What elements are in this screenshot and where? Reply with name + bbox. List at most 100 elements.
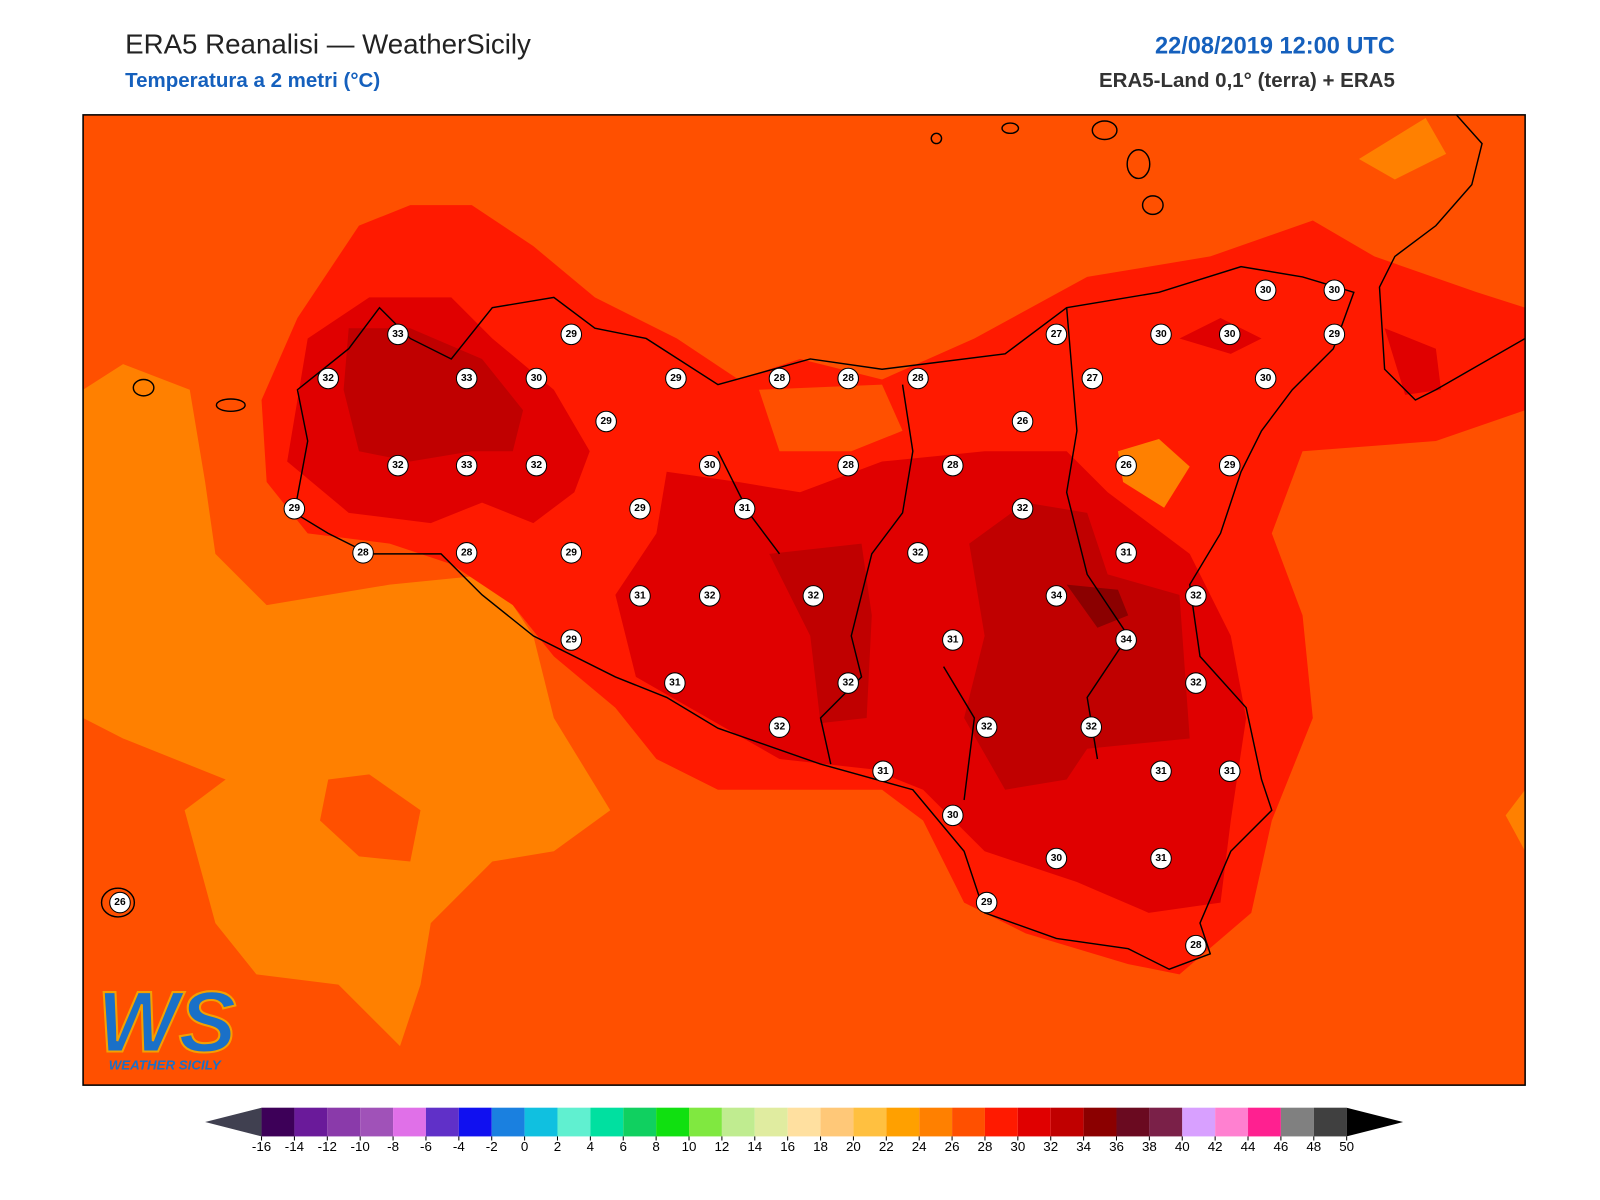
station-value: 34 — [1120, 635, 1132, 646]
colorbar-bin — [1215, 1107, 1249, 1137]
field-26 — [320, 774, 421, 862]
station-value: 29 — [1329, 329, 1341, 340]
logo: WS WEATHER SICILY — [96, 973, 237, 1073]
colorbar-tick-label: 24 — [912, 1139, 927, 1154]
station-value: 27 — [1051, 329, 1063, 340]
station-value: 32 — [912, 547, 924, 558]
station-value: 29 — [566, 329, 578, 340]
station-value: 30 — [1260, 285, 1272, 296]
logo-name: WEATHER SICILY — [109, 1058, 222, 1073]
station-value: 30 — [1155, 329, 1167, 340]
map-area — [83, 114, 1526, 1086]
colorbar-bin — [1248, 1107, 1281, 1137]
station-value: 28 — [912, 373, 924, 384]
station-value: 33 — [392, 329, 404, 340]
station-marker — [942, 629, 964, 651]
station-value: 29 — [670, 373, 682, 384]
colorbar-tick-label: 6 — [620, 1139, 627, 1154]
colorbar-extend-high — [1346, 1107, 1404, 1137]
station-marker — [837, 367, 859, 390]
colorbar-tick-label: 2 — [554, 1139, 561, 1154]
station-marker — [109, 891, 131, 914]
colorbar-bin — [952, 1107, 985, 1137]
colorbar-tick-label: -12 — [318, 1139, 337, 1154]
station-value: 34 — [1051, 590, 1063, 601]
colorbar-bin — [425, 1107, 459, 1137]
colorbar-tick-label: 34 — [1076, 1139, 1091, 1154]
colorbar-bin — [1182, 1107, 1216, 1137]
station-marker — [1115, 542, 1137, 564]
station-marker — [455, 542, 478, 564]
colorbar-bin — [787, 1107, 821, 1137]
colorbar-tick-label: 16 — [780, 1139, 795, 1154]
station-value: 28 — [843, 373, 855, 384]
station-marker — [1323, 323, 1346, 346]
colorbar-tick-label: 44 — [1241, 1139, 1256, 1154]
colorbar-bin — [524, 1107, 558, 1137]
colorbar-tick-label: 22 — [879, 1139, 894, 1154]
station-marker — [907, 367, 929, 390]
colorbar-tick-label: -6 — [420, 1139, 432, 1154]
station-value: 28 — [357, 547, 369, 558]
station-value: 32 — [774, 722, 786, 733]
station-value: 32 — [531, 460, 543, 471]
station-value: 32 — [1190, 590, 1202, 601]
station-value: 30 — [1329, 285, 1341, 296]
station-marker — [1323, 279, 1346, 302]
station-value: 32 — [981, 722, 993, 733]
station-marker — [1150, 323, 1172, 346]
station-value: 28 — [843, 460, 855, 471]
colorbar-tick-label: -8 — [387, 1139, 399, 1154]
station-value: 32 — [704, 590, 716, 601]
station-value: 28 — [1190, 940, 1202, 951]
colorbar-extend-low — [205, 1107, 262, 1137]
station-marker — [665, 367, 687, 390]
colorbar-bin — [820, 1107, 854, 1137]
coastline — [100, 114, 1526, 971]
field-34 — [1066, 584, 1129, 628]
station-value: 30 — [531, 373, 543, 384]
colorbar-tick-label: 26 — [945, 1139, 960, 1154]
station-value: 26 — [1017, 416, 1029, 427]
colorbar-bin — [886, 1107, 920, 1137]
station-marker — [907, 542, 929, 564]
colorbar-bin — [261, 1107, 295, 1137]
station-marker — [733, 497, 756, 520]
colorbar-tick-label: -2 — [486, 1139, 498, 1154]
colorbar-tick-label: -14 — [285, 1139, 305, 1154]
station-marker — [283, 497, 306, 520]
date: 22/08/2019 12:00 UTC — [1155, 32, 1395, 58]
colorbar: -16 -14 -12 -10 -8 -6 -4 -2 0 2 4 6 8 10 12 14 16 18 20 22 2… — [205, 1107, 1404, 1154]
station-marker — [1254, 279, 1277, 302]
station-marker — [975, 716, 998, 738]
colorbar-bin — [590, 1107, 624, 1137]
station-marker — [1185, 585, 1207, 607]
station-marker — [455, 367, 478, 390]
colorbar-bin — [1116, 1107, 1150, 1137]
station-value: 31 — [1120, 547, 1132, 558]
station-marker — [1150, 760, 1172, 783]
colorbar-tick-label: 4 — [587, 1139, 595, 1154]
station-marker — [1045, 323, 1068, 346]
station-value: 31 — [1155, 853, 1167, 864]
station-marker — [1045, 585, 1068, 607]
station-value: 31 — [739, 503, 751, 514]
colorbar-bin — [853, 1107, 887, 1137]
colorbar-tick-label: 30 — [1010, 1139, 1025, 1154]
station-value: 29 — [566, 635, 578, 646]
station-value: 33 — [461, 460, 473, 471]
station-marker — [1011, 410, 1034, 433]
station-marker — [1045, 847, 1068, 870]
colorbar-bin — [491, 1107, 525, 1137]
station-value: 33 — [461, 373, 473, 384]
station-marker — [1011, 497, 1034, 520]
station-value: 31 — [634, 590, 646, 601]
station-value: 29 — [289, 503, 301, 514]
colorbar-tick-label: 42 — [1208, 1139, 1223, 1154]
colorbar-bin — [1313, 1107, 1347, 1137]
station-value: 29 — [634, 503, 646, 514]
source: ERA5-Land 0,1° (terra) + ERA5 — [1099, 69, 1395, 92]
station-marker — [1080, 716, 1103, 738]
